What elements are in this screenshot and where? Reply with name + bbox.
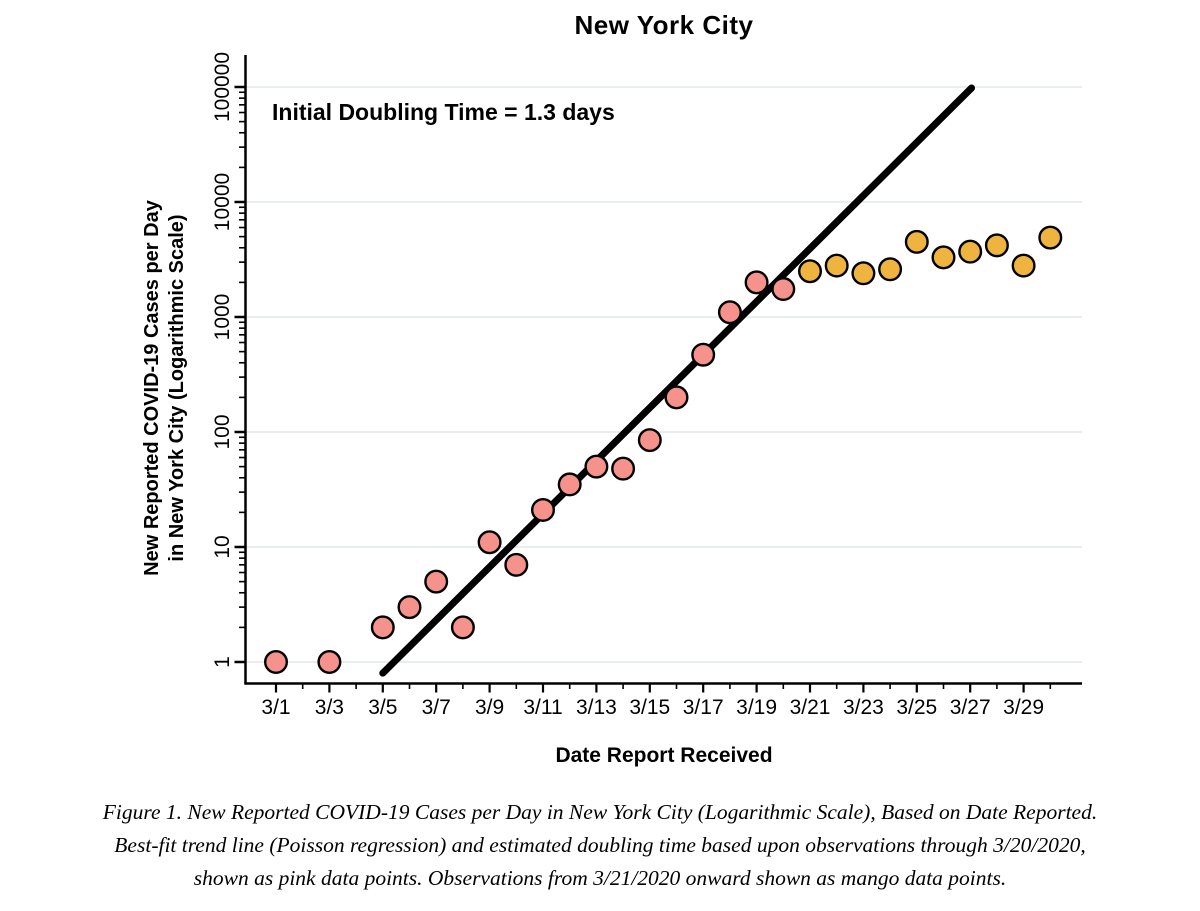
y-tick-label: 100	[211, 414, 234, 449]
x-tick-label: 3/15	[629, 696, 670, 719]
y-tick-label: 10	[211, 535, 234, 558]
caption-line-3: shown as pink data points. Observations …	[193, 866, 1007, 890]
mango-data-point	[904, 229, 929, 254]
pink-data-point	[584, 454, 609, 479]
mango-data-point	[931, 245, 956, 270]
pink-data-point	[664, 385, 689, 410]
pink-data-point	[477, 530, 502, 555]
y-axis-title: New Reported COVID-19 Cases per Day in N…	[140, 108, 190, 668]
x-tick-label: 3/1	[261, 696, 290, 719]
trend-line	[379, 84, 976, 677]
x-tick-label: 3/9	[475, 696, 504, 719]
x-tick-label: 3/27	[950, 696, 991, 719]
y-tick-label: 10000	[211, 173, 234, 231]
x-tick-label: 3/13	[576, 696, 617, 719]
mango-data-point	[1011, 253, 1036, 278]
pink-data-point	[557, 472, 582, 497]
pink-data-point	[611, 456, 636, 481]
x-tick-label: 3/7	[422, 696, 451, 719]
y-axis-title-line1: New Reported COVID-19 Cases per Day	[141, 200, 163, 576]
pink-data-point	[424, 569, 449, 594]
pink-data-point	[691, 342, 716, 367]
mango-data-point	[824, 253, 849, 278]
mango-data-point	[798, 259, 823, 284]
caption-line-2: Best-fit trend line (Poisson regression)…	[114, 833, 1086, 857]
x-tick-label: 3/21	[790, 696, 831, 719]
mango-data-point	[878, 257, 903, 282]
y-tick-label: 1	[211, 656, 234, 668]
pink-data-point	[450, 615, 475, 640]
mango-data-point	[958, 239, 983, 264]
y-axis-title-line2: in New York City (Logarithmic Scale)	[166, 214, 188, 562]
pink-data-point	[370, 615, 395, 640]
mango-data-point	[984, 233, 1009, 258]
mango-data-point	[851, 261, 876, 286]
pink-data-point	[504, 552, 529, 577]
x-tick-label: 3/25	[896, 696, 937, 719]
doubling-time-annotation: Initial Doubling Time = 1.3 days	[272, 99, 615, 125]
figure-caption: Figure 1. New Reported COVID-19 Cases pe…	[0, 796, 1200, 895]
pink-data-point	[637, 428, 662, 453]
pink-data-point	[744, 270, 769, 295]
pink-data-point	[717, 300, 742, 325]
scatter-plot: 1 10 100 1000 10000 100000 3/1 3/3 3/5 3/7 3/9 3/11…	[211, 52, 1082, 719]
pink-data-point	[317, 650, 342, 675]
pink-data-point	[397, 595, 422, 620]
caption-line-1: Figure 1. New Reported COVID-19 Cases pe…	[102, 800, 1098, 824]
x-tick-label: 3/11	[523, 696, 562, 719]
pink-data-point	[531, 497, 556, 522]
mango-data-point	[1038, 225, 1063, 250]
x-tick-label: 3/17	[683, 696, 724, 719]
pink-data-point	[771, 277, 796, 302]
pink-data-point	[264, 650, 289, 675]
x-tick-label: 3/29	[1003, 696, 1044, 719]
y-tick-label: 1000	[211, 294, 234, 341]
x-tick-label: 3/3	[315, 696, 344, 719]
x-axis-title: Date Report Received	[555, 744, 773, 767]
x-tick-label: 3/23	[843, 696, 884, 719]
x-tick-label: 3/5	[368, 696, 397, 719]
x-tick-label: 3/19	[736, 696, 777, 719]
y-tick-label: 100000	[211, 52, 234, 122]
chart-title: New York City	[574, 10, 754, 40]
